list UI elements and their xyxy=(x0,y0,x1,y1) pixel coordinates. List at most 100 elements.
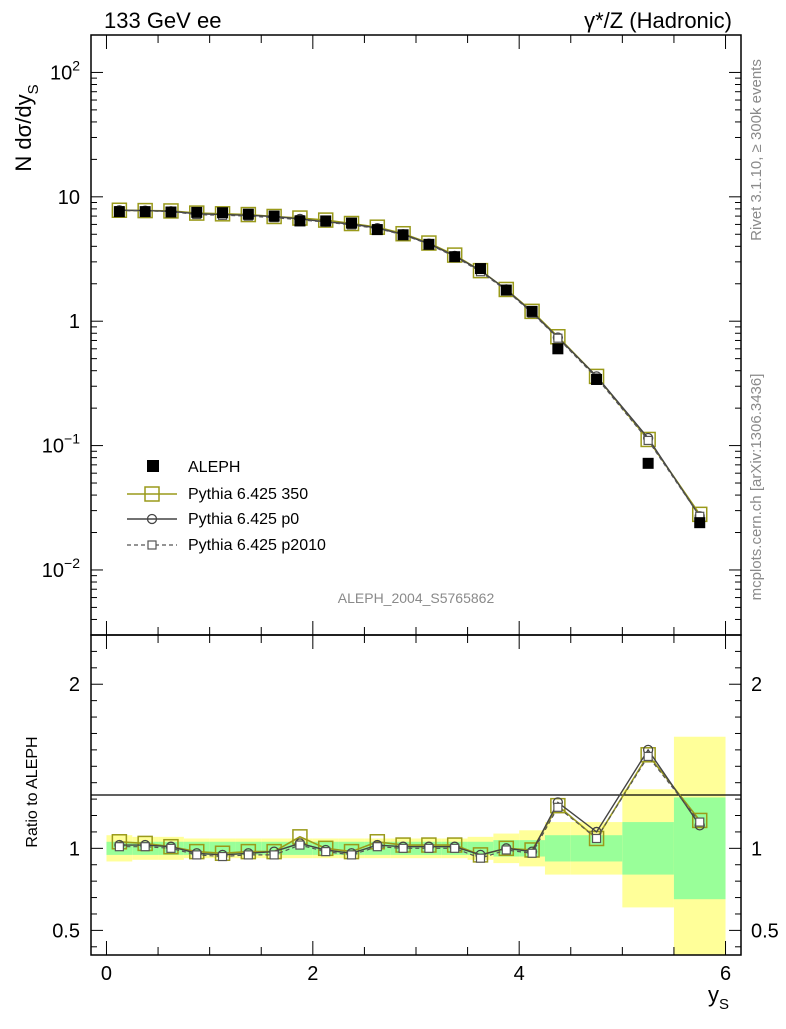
xlabel-text: y xyxy=(708,982,719,1007)
main-point-aleph xyxy=(113,206,125,218)
ratio-point-p2010 xyxy=(295,840,305,850)
ratio-point-p2010 xyxy=(450,843,460,853)
main-y-tick-label: 1 xyxy=(69,311,80,333)
ratio-point-p2010 xyxy=(501,845,511,855)
main-ylabel-sub: S xyxy=(25,84,42,94)
main-y-tick-label: 102 xyxy=(50,57,80,84)
ratio-panel xyxy=(111,744,708,863)
svg-text:N dσ/dyS: N dσ/dyS xyxy=(11,84,42,171)
main-point-aleph xyxy=(423,238,435,250)
legend-marker-p0 xyxy=(146,513,158,525)
ratio-point-p2010 xyxy=(398,843,408,853)
main-point-aleph xyxy=(165,206,177,218)
ratio-point-p2010 xyxy=(695,817,705,827)
main-panel xyxy=(111,202,708,529)
xlabel-sub: S xyxy=(719,996,729,1013)
ratio-y-tick-label-left: 1 xyxy=(69,838,80,860)
ratio-point-p2010 xyxy=(372,842,382,852)
ratio-point-p2010 xyxy=(346,850,357,860)
ratio-band-inner xyxy=(544,835,571,862)
ratio-point-mc350 xyxy=(640,747,656,763)
main-point-aleph xyxy=(526,305,538,317)
main-point-aleph xyxy=(694,517,706,529)
main-point-aleph xyxy=(346,217,358,229)
analysis-label: ALEPH_2004_S5765862 xyxy=(338,590,495,606)
main-y-tick-label: 10−1 xyxy=(42,431,80,458)
ratio-point-p2010 xyxy=(243,850,253,860)
ratio-point-p2010 xyxy=(269,850,279,860)
x-tick-label: 2 xyxy=(307,963,318,985)
ratio-point-p2010 xyxy=(591,833,602,844)
main-point-mc350 xyxy=(395,225,411,242)
main-point-aleph xyxy=(642,457,654,469)
x-tick-label: 6 xyxy=(720,963,731,985)
ratio-point-p2010 xyxy=(321,847,331,857)
ratio-point-p2010 xyxy=(643,751,653,762)
main-point-p2010 xyxy=(553,333,563,343)
ratio-y-tick-label-right: 2 xyxy=(751,674,762,696)
ratio-band-inner xyxy=(673,797,726,900)
ratio-y-tick-label-left: 2 xyxy=(69,674,80,696)
rivet-note-text: Rivet 3.1.10, ≥ 300k events xyxy=(748,59,765,241)
ratio-y-tick-label-right: 1 xyxy=(751,838,762,860)
main-point-mc350 xyxy=(421,235,437,251)
main-ylabel-text: N dσ/dy xyxy=(11,94,36,171)
legend-marker-350 xyxy=(144,486,160,502)
main-point-mc350 xyxy=(640,431,656,448)
ratio-point-p2010 xyxy=(553,802,563,812)
ratio-point-p2010 xyxy=(217,851,228,862)
legend-label-p2010: Pythia 6.425 p2010 xyxy=(188,537,326,554)
rivet-note: Rivet 3.1.10, ≥ 300k events xyxy=(748,59,765,241)
main-point-aleph xyxy=(191,206,203,218)
main-axes: 102 10 1 10−1 10−2 xyxy=(42,34,741,636)
x-tick-label: 4 xyxy=(514,963,525,985)
main-point-aleph xyxy=(552,343,564,355)
ratio-ylabel-text: Ratio to ALEPH xyxy=(24,736,41,847)
ratio-point-mc350 xyxy=(550,797,566,814)
main-point-aleph xyxy=(449,251,461,263)
ratio-line-mc350 xyxy=(119,753,701,856)
ratio-ylabel: Ratio to ALEPH xyxy=(24,736,41,847)
legend: ALEPH Pythia 6.425 350 Pythia 6.425 p0 P… xyxy=(127,459,326,554)
ratio-point-mc350 xyxy=(498,840,515,857)
main-point-aleph xyxy=(217,207,229,219)
ratio-point-p2010 xyxy=(527,848,537,858)
ratio-axes: 0 2 4 6 0.5 0.5 1 1 2 2 xyxy=(52,635,779,985)
ratio-y-tick-label-right: 0.5 xyxy=(751,920,779,942)
mcplots-note: mcplots.cern.ch [arXiv:1306.3436] xyxy=(748,374,765,601)
mcplots-note-text: mcplots.cern.ch [arXiv:1306.3436] xyxy=(748,374,765,601)
main-point-mc350 xyxy=(524,303,540,320)
right-title: γ*/Z (Hadronic) xyxy=(584,8,732,33)
legend-entry-p0: Pythia 6.425 p0 xyxy=(127,511,299,528)
legend-marker-p2010 xyxy=(147,540,157,550)
main-point-aleph xyxy=(242,208,254,220)
ratio-point-mc350 xyxy=(691,812,708,829)
ratio-point-p2010 xyxy=(475,853,486,863)
main-ylabel: N dσ/dyS xyxy=(11,84,42,171)
ratio-point-p2010 xyxy=(140,842,150,852)
main-point-aleph xyxy=(320,215,332,227)
ratio-point-p2010 xyxy=(192,850,202,860)
legend-label-aleph: ALEPH xyxy=(188,459,240,476)
legend-entry-aleph: ALEPH xyxy=(147,459,240,476)
legend-label-p0: Pythia 6.425 p0 xyxy=(188,511,299,528)
main-point-p2010 xyxy=(643,435,653,446)
main-point-aleph xyxy=(591,373,603,385)
main-line-p2010 xyxy=(119,210,701,517)
main-point-mc350 xyxy=(317,212,334,228)
main-point-aleph xyxy=(474,263,486,275)
main-y-tick-label: 10 xyxy=(58,187,80,209)
main-point-aleph xyxy=(500,284,512,296)
main-point-aleph xyxy=(294,215,306,227)
x-tick-label: 0 xyxy=(101,963,112,985)
ratio-point-p2010 xyxy=(424,843,434,853)
xlabel: yS xyxy=(708,982,729,1013)
main-point-aleph xyxy=(139,206,151,218)
legend-entry-350: Pythia 6.425 350 xyxy=(127,486,308,503)
main-y-tick-label: 10−2 xyxy=(42,555,80,582)
main-point-mc350 xyxy=(498,281,515,298)
ratio-band-inner xyxy=(622,822,674,875)
main-point-aleph xyxy=(371,224,383,236)
